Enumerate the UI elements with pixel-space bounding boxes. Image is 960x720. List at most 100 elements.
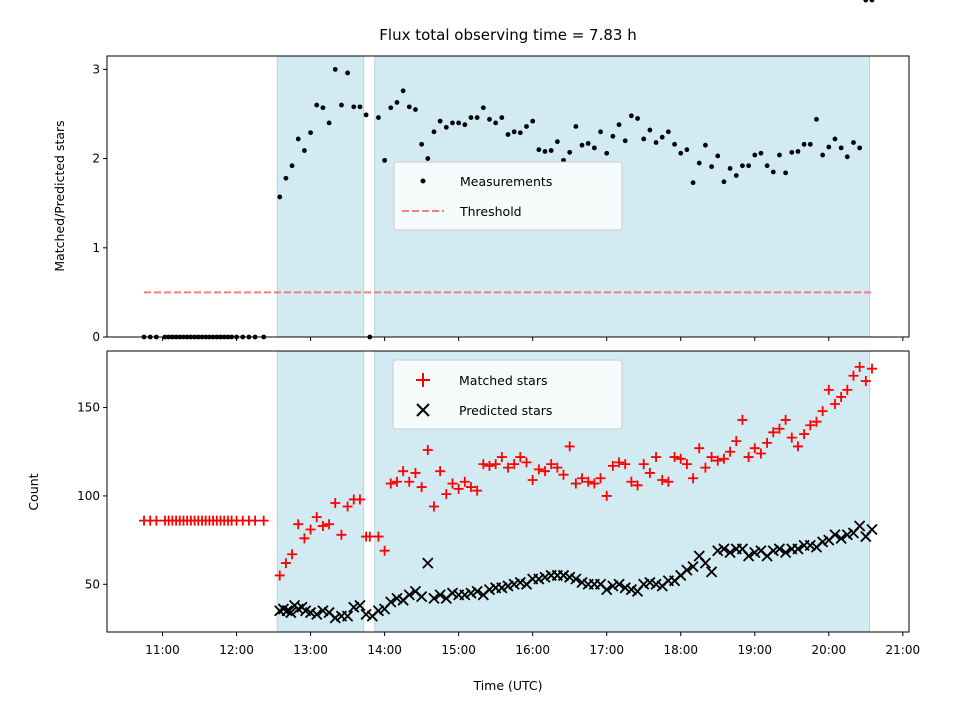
top-y-ticks: 0 1 2 3 (92, 62, 107, 344)
matched-stars-point (490, 459, 501, 470)
predicted-stars-point (601, 583, 613, 596)
matched-stars-point (459, 476, 470, 487)
matched-stars-point (410, 467, 421, 478)
matched-stars-point (854, 361, 865, 372)
matched-stars-point (373, 531, 384, 542)
legend-predicted-marker (416, 403, 430, 417)
predicted-stars-point (613, 578, 625, 590)
matched-stars-point (305, 524, 316, 535)
measurement-point (628, 113, 634, 119)
measurement-point (591, 145, 597, 151)
measurement-point (450, 120, 455, 126)
matched-stars-point (330, 497, 341, 508)
matched-stars-point (712, 455, 723, 466)
matched-stars-point (848, 370, 859, 381)
matched-stars-point (644, 467, 655, 478)
x-tick-label: 19:00 (737, 643, 772, 657)
matched-stars-point (601, 490, 612, 501)
predicted-stars-point (866, 523, 878, 536)
measurement-point (696, 160, 702, 166)
x-tick-label: 18:00 (663, 643, 698, 657)
x-tick-label: 15:00 (441, 643, 476, 657)
x-tick-label: 16:00 (515, 643, 550, 657)
matched-stars-point (688, 473, 699, 484)
predicted-stars-point (779, 546, 792, 559)
matched-stars-point (484, 460, 495, 471)
measurement-point (789, 149, 795, 155)
legend-matched-label: Matched stars (459, 373, 547, 388)
measurement-point (740, 163, 745, 169)
matched-stars-point (700, 462, 711, 473)
matched-stars-point (651, 452, 662, 463)
measurement-point (604, 150, 610, 156)
measurement-point (684, 147, 690, 153)
predicted-stars-point (385, 596, 397, 608)
matched-stars-point (324, 519, 335, 530)
measurement-point (382, 157, 388, 163)
measurement-point (487, 116, 492, 122)
matched-stars-point (657, 475, 668, 486)
measurement-point (468, 115, 474, 120)
predicted-stars-point (415, 591, 428, 603)
measurement-point (851, 140, 856, 145)
predicted-stars-point (835, 532, 847, 544)
measurement-point (437, 118, 443, 124)
measurement-point (777, 152, 782, 158)
x-tick-label: 13:00 (293, 643, 328, 657)
matched-stars-point (768, 427, 779, 438)
matched-stars-point (533, 464, 544, 475)
matched-stars-point (274, 570, 285, 581)
measurement-point (351, 104, 357, 110)
shaded-interval-0 (277, 351, 364, 632)
measurement-point (511, 129, 517, 135)
matched-stars-point (428, 501, 439, 512)
matched-stars-point (311, 512, 322, 523)
matched-stars-point (391, 476, 402, 487)
measurement-point (517, 130, 523, 136)
matched-stars-point (792, 441, 803, 452)
matched-stars-point (293, 519, 304, 530)
matched-stars-point (626, 476, 637, 487)
bottom-series (139, 361, 878, 624)
measurement-point (480, 105, 486, 111)
matched-stars-point (737, 414, 748, 425)
measurement-point (832, 136, 838, 142)
predicted-stars-point (699, 557, 712, 569)
measurement-point (462, 122, 468, 128)
measurement-point (610, 133, 616, 139)
matched-stars-point (663, 476, 674, 487)
bottom-y-ticks: 50 100 150 (77, 401, 107, 591)
measurement-point (425, 156, 431, 161)
measurement-point (659, 134, 665, 140)
predicted-stars-point (434, 589, 446, 601)
matched-stars-point (280, 558, 291, 569)
measurement-point (653, 140, 659, 145)
matched-stars-point (805, 420, 816, 431)
matched-stars-point (546, 459, 557, 470)
measurement-point (406, 104, 412, 110)
predicted-stars-point (403, 589, 415, 601)
matched-stars-point (453, 483, 464, 494)
measurement-point (814, 116, 819, 122)
measurement-point (505, 132, 511, 137)
matched-stars-point (743, 452, 754, 463)
measurement-point (807, 141, 813, 147)
measurement-point (332, 66, 338, 72)
measurement-point (641, 136, 647, 142)
measurement-point (289, 163, 295, 169)
measurement-point (320, 105, 326, 111)
matched-stars-point (799, 429, 810, 440)
x-axis-label: Time (UTC) (472, 678, 542, 693)
matched-stars-point (527, 475, 538, 486)
matched-stars-point (435, 466, 446, 477)
measurement-point (474, 115, 480, 120)
predicted-stars-point (570, 573, 582, 585)
measurement-point (524, 124, 529, 129)
measurement-point (548, 148, 554, 153)
matched-stars-point (749, 443, 760, 454)
measurement-point (388, 105, 394, 111)
x-tick-label: 11:00 (145, 643, 180, 657)
matched-stars-point (250, 515, 261, 526)
matched-stars-point (817, 406, 828, 417)
